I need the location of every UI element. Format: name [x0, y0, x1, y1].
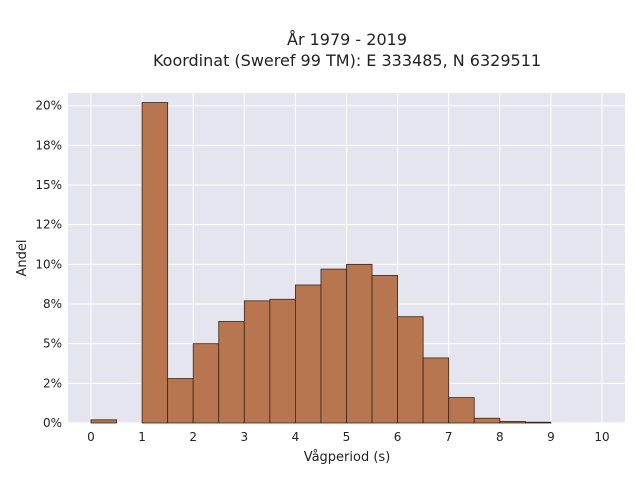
x-tick-label-2: 2 — [189, 430, 197, 444]
y-tick-label-3: 8% — [43, 297, 62, 311]
y-tick-label-2: 5% — [43, 337, 62, 351]
x-tick-label-8: 8 — [496, 430, 504, 444]
x-tick-label-4: 4 — [292, 430, 300, 444]
bar-10 — [346, 263, 373, 424]
bar-2 — [141, 102, 169, 424]
x-tick-label-5: 5 — [343, 430, 351, 444]
y-tick-labels: 0% 2% 5% 8% 10% 12% 15% 18% 20% — [35, 99, 62, 430]
x-tick-label-6: 6 — [394, 430, 402, 444]
y-tick-label-5: 12% — [35, 218, 62, 232]
bar-17 — [524, 421, 552, 424]
bar-14 — [448, 397, 475, 424]
bar-7 — [269, 298, 296, 424]
x-tick-label-1: 1 — [138, 430, 146, 444]
x-tick-labels: 0 1 2 3 4 5 6 7 8 9 10 — [87, 430, 609, 444]
x-tick-label-3: 3 — [240, 430, 248, 444]
y-tick-label-0: 0% — [43, 416, 62, 430]
y-axis-label: Andel — [15, 240, 30, 277]
bar-11 — [371, 275, 399, 424]
bar-4 — [192, 343, 220, 424]
x-tick-label-9: 9 — [547, 430, 555, 444]
bar-0 — [90, 419, 117, 424]
bar-13 — [422, 357, 450, 424]
bar-8 — [294, 284, 322, 424]
x-tick-label-10: 10 — [594, 430, 609, 444]
y-tick-label-1: 2% — [43, 376, 62, 390]
y-tick-label-8: 20% — [35, 99, 62, 113]
bar-12 — [397, 316, 424, 424]
x-tick-label-0: 0 — [87, 430, 95, 444]
chart-title-line1: År 1979 - 2019 — [287, 30, 407, 49]
y-tick-label-7: 18% — [35, 138, 62, 152]
x-tick-label-7: 7 — [445, 430, 453, 444]
bar-15 — [473, 417, 501, 424]
bar-5 — [218, 321, 245, 424]
y-tick-label-6: 15% — [35, 178, 62, 192]
bar-6 — [243, 300, 271, 424]
bars — [90, 102, 552, 424]
bar-9 — [320, 268, 347, 424]
bar-3 — [167, 378, 194, 424]
chart-title-line2: Koordinat (Sweref 99 TM): E 333485, N 63… — [153, 51, 541, 70]
bar-16 — [499, 421, 526, 424]
x-axis-label: Vågperiod (s) — [304, 450, 391, 465]
y-tick-label-4: 10% — [35, 257, 62, 271]
